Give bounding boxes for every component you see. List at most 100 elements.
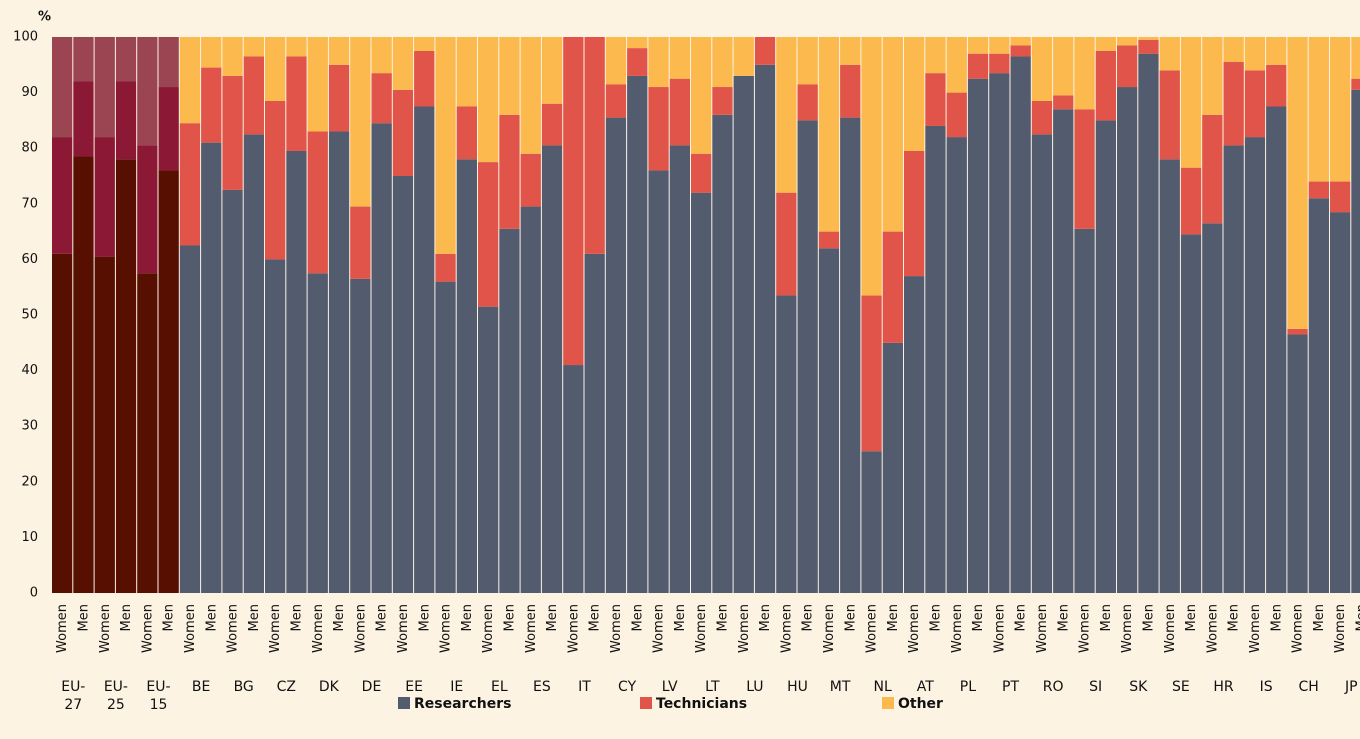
bar-segment bbox=[286, 37, 307, 57]
x-tick-label: Women bbox=[98, 604, 113, 653]
bar-segment bbox=[137, 145, 158, 274]
bar-segment bbox=[925, 73, 946, 126]
group-label: IS bbox=[1259, 679, 1273, 695]
x-tick-label: Men bbox=[1141, 604, 1156, 631]
bar-segment bbox=[584, 37, 605, 254]
bar-segment bbox=[1330, 37, 1351, 182]
bar-segment bbox=[1180, 37, 1202, 168]
bar-segment bbox=[776, 192, 797, 296]
bar-segment bbox=[648, 87, 669, 171]
bar-segment bbox=[137, 273, 158, 593]
bar-segment bbox=[967, 37, 989, 54]
bar-segment bbox=[520, 153, 541, 207]
bar-segment bbox=[328, 64, 350, 132]
bar-segment bbox=[946, 37, 967, 93]
x-tick-label: Women bbox=[907, 604, 922, 653]
bar-segment bbox=[435, 281, 456, 593]
bar-segment bbox=[818, 248, 840, 593]
group-label: BE bbox=[191, 679, 211, 695]
y-tick-label: 80 bbox=[21, 141, 38, 156]
bar-segment bbox=[392, 37, 414, 90]
bar-segment bbox=[371, 73, 392, 124]
bar-segment bbox=[478, 162, 499, 307]
group-label: BG bbox=[233, 679, 254, 695]
x-tick-label: Women bbox=[1291, 604, 1306, 653]
bar-segment bbox=[158, 170, 179, 593]
bar-segment bbox=[691, 153, 712, 193]
bar-segment bbox=[222, 37, 243, 76]
y-tick-label: 60 bbox=[21, 252, 38, 267]
group-label: LT bbox=[705, 679, 720, 695]
bar-segment bbox=[1180, 234, 1202, 593]
group-label: CH bbox=[1298, 679, 1319, 695]
bar-segment bbox=[861, 295, 882, 452]
bar-segment bbox=[563, 365, 584, 593]
group-label: SE bbox=[1172, 679, 1190, 695]
bar-segment bbox=[1095, 120, 1116, 594]
bar-segment bbox=[158, 37, 179, 88]
group-label: EL bbox=[490, 679, 508, 695]
bar-segment bbox=[456, 159, 477, 593]
bar-segment bbox=[1053, 37, 1074, 96]
y-tick-label: 90 bbox=[21, 85, 38, 100]
bar-segment bbox=[669, 37, 690, 79]
bar-segment bbox=[1053, 109, 1074, 593]
bar-segment bbox=[1266, 64, 1287, 107]
bar-segment bbox=[371, 123, 392, 594]
bar-segment bbox=[1138, 39, 1159, 54]
bar-segment bbox=[946, 137, 967, 593]
y-tick-label: 10 bbox=[21, 530, 38, 545]
x-tick-label: Women bbox=[737, 604, 752, 653]
group-label: CY bbox=[618, 679, 637, 695]
bar-segment bbox=[1351, 89, 1360, 593]
x-tick-label: Women bbox=[268, 604, 283, 653]
bar-segment bbox=[499, 37, 520, 115]
bar-segment bbox=[882, 231, 903, 343]
x-tick-label: Women bbox=[140, 604, 155, 653]
x-tick-label: Men bbox=[715, 604, 730, 631]
y-tick-label: 70 bbox=[21, 196, 38, 211]
x-tick-label: Men bbox=[1014, 604, 1029, 631]
bar-segment bbox=[925, 125, 946, 594]
bar-segment bbox=[520, 37, 541, 154]
bar-segment bbox=[73, 156, 94, 594]
group-label: IE bbox=[450, 679, 464, 695]
x-tick-label: Men bbox=[76, 604, 91, 631]
bar-segment bbox=[1159, 70, 1180, 160]
bar-segment bbox=[94, 137, 115, 257]
bar-segment bbox=[1223, 145, 1244, 594]
bar-segment bbox=[456, 37, 477, 107]
bar-segment bbox=[94, 256, 115, 593]
bar-segment bbox=[328, 37, 350, 65]
x-tick-label: Women bbox=[1205, 604, 1220, 653]
bar-segment bbox=[1031, 37, 1053, 101]
bar-segment bbox=[648, 37, 669, 88]
bar-segment bbox=[1351, 78, 1360, 90]
x-tick-label: Women bbox=[950, 604, 965, 653]
group-label: HU bbox=[787, 679, 808, 695]
bar-segment bbox=[414, 37, 435, 51]
bar-segment bbox=[733, 37, 754, 76]
bar-segment bbox=[627, 75, 648, 594]
y-axis-label: % bbox=[38, 10, 51, 25]
bar-segment bbox=[776, 295, 797, 593]
y-tick-label: 40 bbox=[21, 363, 38, 378]
group-label: PT bbox=[1002, 679, 1019, 695]
bar-segment bbox=[754, 64, 776, 594]
x-tick-label: Men bbox=[545, 604, 560, 631]
x-tick-label: Men bbox=[588, 604, 603, 631]
bar-segment bbox=[1074, 228, 1095, 593]
bar-segment bbox=[541, 103, 563, 146]
x-tick-label: Women bbox=[992, 604, 1007, 653]
bar-segment bbox=[392, 89, 414, 176]
bar-segment bbox=[1117, 45, 1138, 88]
bar-segment bbox=[1010, 37, 1031, 46]
x-tick-label: Women bbox=[694, 604, 709, 653]
x-tick-label: Men bbox=[1227, 604, 1242, 631]
bar-segment bbox=[1074, 37, 1095, 110]
bar-segment bbox=[1244, 70, 1266, 138]
bar-segment bbox=[1308, 37, 1329, 182]
x-tick-label: Women bbox=[1035, 604, 1050, 653]
x-tick-label: Men bbox=[119, 604, 134, 631]
bar-segment bbox=[967, 78, 989, 593]
